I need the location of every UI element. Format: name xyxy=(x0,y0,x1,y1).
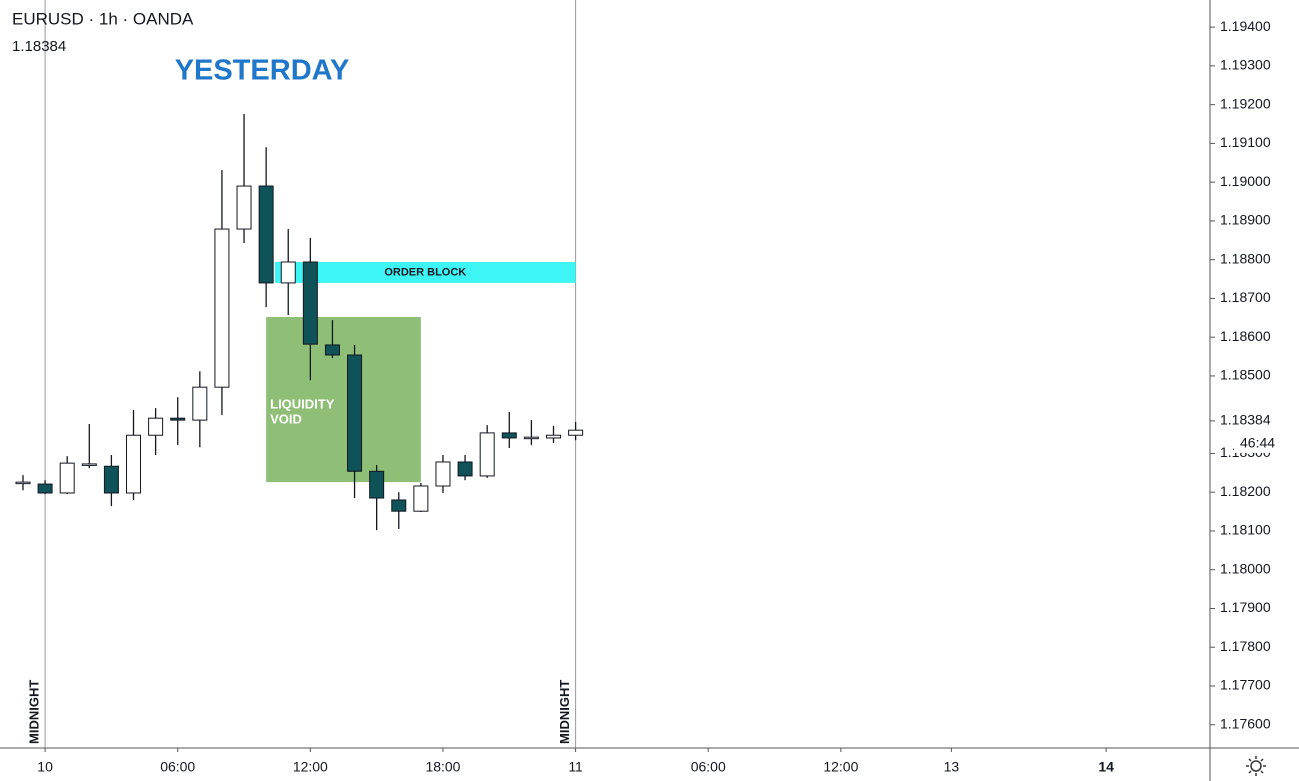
settings-icon[interactable] xyxy=(1246,756,1266,776)
y-tick-label: 1.17600 xyxy=(1220,715,1271,731)
candle-body xyxy=(435,461,451,487)
zone xyxy=(274,261,576,283)
icon-rays xyxy=(1246,756,1266,776)
y-tick-label: 1.19200 xyxy=(1220,95,1271,111)
candle-body xyxy=(37,483,53,494)
symbol: EURUSD · 1h · OANDA xyxy=(12,9,194,28)
x-tick-label: 14 xyxy=(1098,759,1114,775)
icon-core xyxy=(1250,760,1262,772)
candle-body xyxy=(391,499,407,512)
candle-body xyxy=(501,432,517,439)
candle-body xyxy=(280,261,296,284)
plot-area xyxy=(15,0,584,748)
zone-label: LIQUIDITY xyxy=(270,396,335,411)
y-tick-label: 1.19000 xyxy=(1220,173,1271,189)
x-tick-label: 13 xyxy=(944,759,960,775)
y-tick-label: 1.18600 xyxy=(1220,328,1271,344)
candle-body xyxy=(457,461,473,477)
zone-label: VOID xyxy=(270,411,302,426)
candle-body xyxy=(545,434,561,439)
candle-body xyxy=(568,429,584,436)
candle-body xyxy=(523,436,539,440)
x-tick-label: 12:00 xyxy=(823,759,858,775)
candle-body xyxy=(15,481,31,485)
y-tick-label: 1.19100 xyxy=(1220,134,1271,150)
zone xyxy=(266,317,421,483)
x-tick-label: 11 xyxy=(568,759,583,775)
candle-body xyxy=(148,417,164,436)
y-tick-label: 1.18000 xyxy=(1220,560,1271,576)
current-price-label: 1.18384 xyxy=(1220,412,1271,428)
y-tick-label: 1.17800 xyxy=(1220,638,1271,654)
x-tick-label: 06:00 xyxy=(691,759,726,775)
candle-body xyxy=(302,261,318,345)
countdown-box xyxy=(1234,434,1298,453)
candle-body xyxy=(236,185,252,230)
candle-body xyxy=(258,185,274,284)
y-tick-label: 1.19400 xyxy=(1220,18,1271,34)
y-tick-label: 1.17700 xyxy=(1220,677,1271,693)
candle-body xyxy=(369,470,385,499)
y-tick-label: 1.18200 xyxy=(1220,483,1271,499)
candle-body xyxy=(214,228,230,388)
candle-body xyxy=(479,432,495,477)
x-tick-label: 18:00 xyxy=(425,759,460,775)
y-tick-label: 1.18900 xyxy=(1220,212,1271,228)
y-tick-label: 1.18100 xyxy=(1220,522,1271,538)
x-tick-label: 06:00 xyxy=(160,759,195,775)
y-tick-label: 1.19300 xyxy=(1220,57,1271,73)
candle-body xyxy=(81,463,97,466)
zone-label: ORDER BLOCK xyxy=(384,266,466,278)
last-price: 1.18384 xyxy=(12,38,66,55)
y-tick-label: 1.18800 xyxy=(1220,250,1271,266)
candle-body xyxy=(126,434,142,494)
candle-body xyxy=(324,344,340,356)
chart-title: YESTERDAY xyxy=(175,55,350,87)
x-tick-label: 12:00 xyxy=(293,759,328,775)
midnight-label: MIDNIGHT xyxy=(27,680,42,744)
y-tick-label: 1.18500 xyxy=(1220,367,1271,383)
candle-body xyxy=(413,485,429,512)
candle-body xyxy=(192,386,208,421)
candle-body xyxy=(170,417,186,421)
candle-body xyxy=(103,465,119,494)
x-tick-label: 10 xyxy=(37,759,53,775)
candle-body xyxy=(59,462,75,494)
countdown: 46:44 xyxy=(1240,435,1275,451)
y-tick-label: 1.18700 xyxy=(1220,289,1271,305)
y-tick-label: 1.17900 xyxy=(1220,599,1271,615)
candle-body xyxy=(347,354,363,472)
midnight-label: MIDNIGHT xyxy=(557,680,572,744)
